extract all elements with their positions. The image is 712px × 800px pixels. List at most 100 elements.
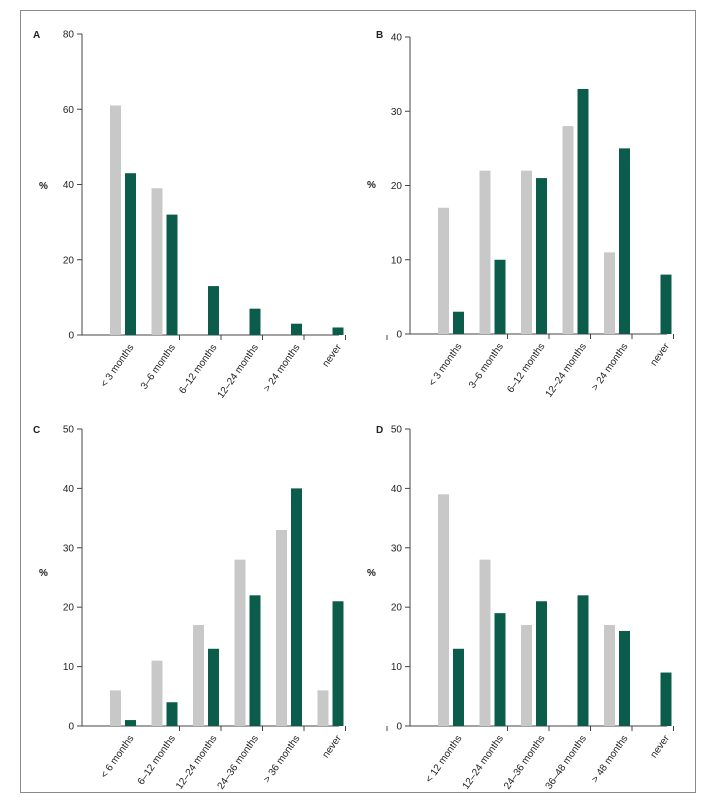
bar-green bbox=[166, 214, 178, 335]
bar-grey bbox=[110, 105, 121, 335]
y-tick-label: 0 bbox=[396, 330, 402, 341]
bar-green bbox=[291, 488, 302, 726]
y-tick-label: 60 bbox=[63, 105, 75, 116]
bar-grey bbox=[110, 690, 121, 726]
x-category-label: 3–6 months bbox=[139, 342, 178, 391]
x-category-label: < 3 months bbox=[99, 342, 137, 389]
x-category-label: > 36 months bbox=[262, 733, 303, 785]
bar-grey bbox=[151, 660, 163, 726]
x-category-label: never bbox=[649, 733, 673, 760]
y-tick-label: 0 bbox=[68, 722, 74, 733]
y-tick-label: 40 bbox=[391, 484, 403, 495]
bar-green bbox=[291, 323, 302, 335]
bar-green bbox=[208, 648, 219, 726]
bar-green bbox=[577, 595, 589, 726]
x-category-label: never bbox=[321, 733, 345, 760]
x-category-label: 24–36 months bbox=[502, 733, 547, 791]
bar-green bbox=[332, 601, 344, 726]
y-tick-label: 20 bbox=[63, 603, 75, 614]
bar-grey bbox=[234, 559, 246, 726]
x-category-label: > 24 months bbox=[262, 342, 303, 394]
bar-green bbox=[660, 274, 672, 334]
chart-panel-a: A% 0 20 40 60 80 < 3 months 3–6 months 6–12 mont… bbox=[33, 30, 388, 401]
bar-grey bbox=[276, 529, 287, 726]
x-category-label: > 24 months bbox=[590, 341, 631, 393]
x-category-label: 12–24 months bbox=[544, 341, 589, 399]
bar-grey bbox=[604, 252, 615, 334]
x-category-label: 36–48 months bbox=[544, 733, 589, 791]
x-category-label: 12–24 months bbox=[216, 342, 261, 400]
bar-grey bbox=[151, 188, 163, 335]
y-tick-label: 40 bbox=[63, 484, 75, 495]
x-category-label: 6–12 months bbox=[136, 733, 178, 787]
y-axis-label: % bbox=[367, 180, 376, 191]
x-category-label: never bbox=[649, 341, 673, 368]
y-tick-label: 30 bbox=[63, 543, 75, 554]
x-category-label: never bbox=[321, 342, 345, 369]
bar-green bbox=[494, 613, 506, 726]
bar-green bbox=[494, 259, 506, 334]
x-category-label: 3–6 months bbox=[467, 341, 506, 390]
x-category-label: 6–12 months bbox=[177, 342, 219, 396]
y-tick-label: 40 bbox=[63, 180, 75, 191]
x-category-label: 6–12 months bbox=[505, 341, 547, 395]
chart-panel-b: B% 0 10 20 30 40 < 3 months 3–6 months 6–12 mont… bbox=[367, 30, 674, 400]
bar-green bbox=[208, 286, 219, 335]
y-tick-label: 50 bbox=[63, 425, 75, 436]
panel-letter: D bbox=[376, 425, 383, 436]
bar-green bbox=[660, 672, 672, 726]
x-category-label: 12–24 months bbox=[174, 733, 219, 791]
bar-green bbox=[453, 311, 464, 334]
y-tick-label: 20 bbox=[391, 181, 403, 192]
bar-green bbox=[577, 88, 589, 334]
bar-grey bbox=[438, 494, 449, 726]
y-axis-label: % bbox=[39, 568, 48, 579]
bar-green bbox=[453, 648, 464, 726]
bar-green bbox=[536, 601, 547, 726]
bar-green bbox=[619, 148, 630, 334]
y-tick-label: 20 bbox=[63, 255, 75, 266]
figure-frame: A% 0 20 40 60 80 < 3 months 3–6 months 6–12 mont… bbox=[20, 10, 696, 793]
y-tick-label: 10 bbox=[391, 662, 403, 673]
y-tick-label: 30 bbox=[391, 107, 403, 118]
bar-green bbox=[249, 595, 261, 726]
bar-grey bbox=[317, 690, 329, 726]
bar-grey bbox=[479, 170, 491, 334]
bar-green bbox=[536, 178, 547, 334]
bar-green bbox=[125, 720, 136, 726]
y-axis-label: % bbox=[367, 568, 376, 579]
y-tick-label: 0 bbox=[396, 722, 402, 733]
y-tick-label: 10 bbox=[391, 255, 403, 266]
bar-grey bbox=[521, 170, 532, 334]
bar-green bbox=[166, 702, 178, 726]
bar-green bbox=[125, 173, 136, 335]
x-category-label: < 6 months bbox=[99, 733, 137, 780]
x-category-label: 24–36 months bbox=[216, 733, 261, 791]
bar-grey bbox=[562, 126, 574, 334]
x-category-label: 12–24 months bbox=[461, 733, 506, 791]
bar-green bbox=[249, 308, 261, 335]
panel-letter: C bbox=[33, 425, 40, 436]
bar-grey bbox=[604, 625, 615, 726]
x-category-label: < 12 months bbox=[424, 733, 465, 785]
y-tick-label: 50 bbox=[391, 425, 403, 436]
chart-panel-c: C% 0 10 20 30 40 50 < 6 months 6–12 months12–24 … bbox=[33, 425, 388, 792]
y-tick-label: 40 bbox=[391, 33, 403, 44]
bar-grey bbox=[521, 625, 532, 726]
bar-green bbox=[332, 327, 344, 335]
panel-letter: B bbox=[376, 30, 383, 41]
x-category-label: > 48 months bbox=[590, 733, 631, 785]
panel-letter: A bbox=[33, 30, 40, 41]
bar-green bbox=[619, 630, 630, 726]
y-axis-label: % bbox=[39, 181, 48, 192]
y-tick-label: 0 bbox=[68, 331, 74, 342]
y-tick-label: 30 bbox=[391, 543, 403, 554]
bar-grey bbox=[438, 207, 449, 334]
bar-grey bbox=[193, 625, 204, 726]
y-tick-label: 80 bbox=[63, 30, 75, 41]
y-tick-label: 10 bbox=[63, 662, 75, 673]
y-tick-label: 20 bbox=[391, 603, 403, 614]
x-category-label: < 3 months bbox=[427, 341, 465, 388]
